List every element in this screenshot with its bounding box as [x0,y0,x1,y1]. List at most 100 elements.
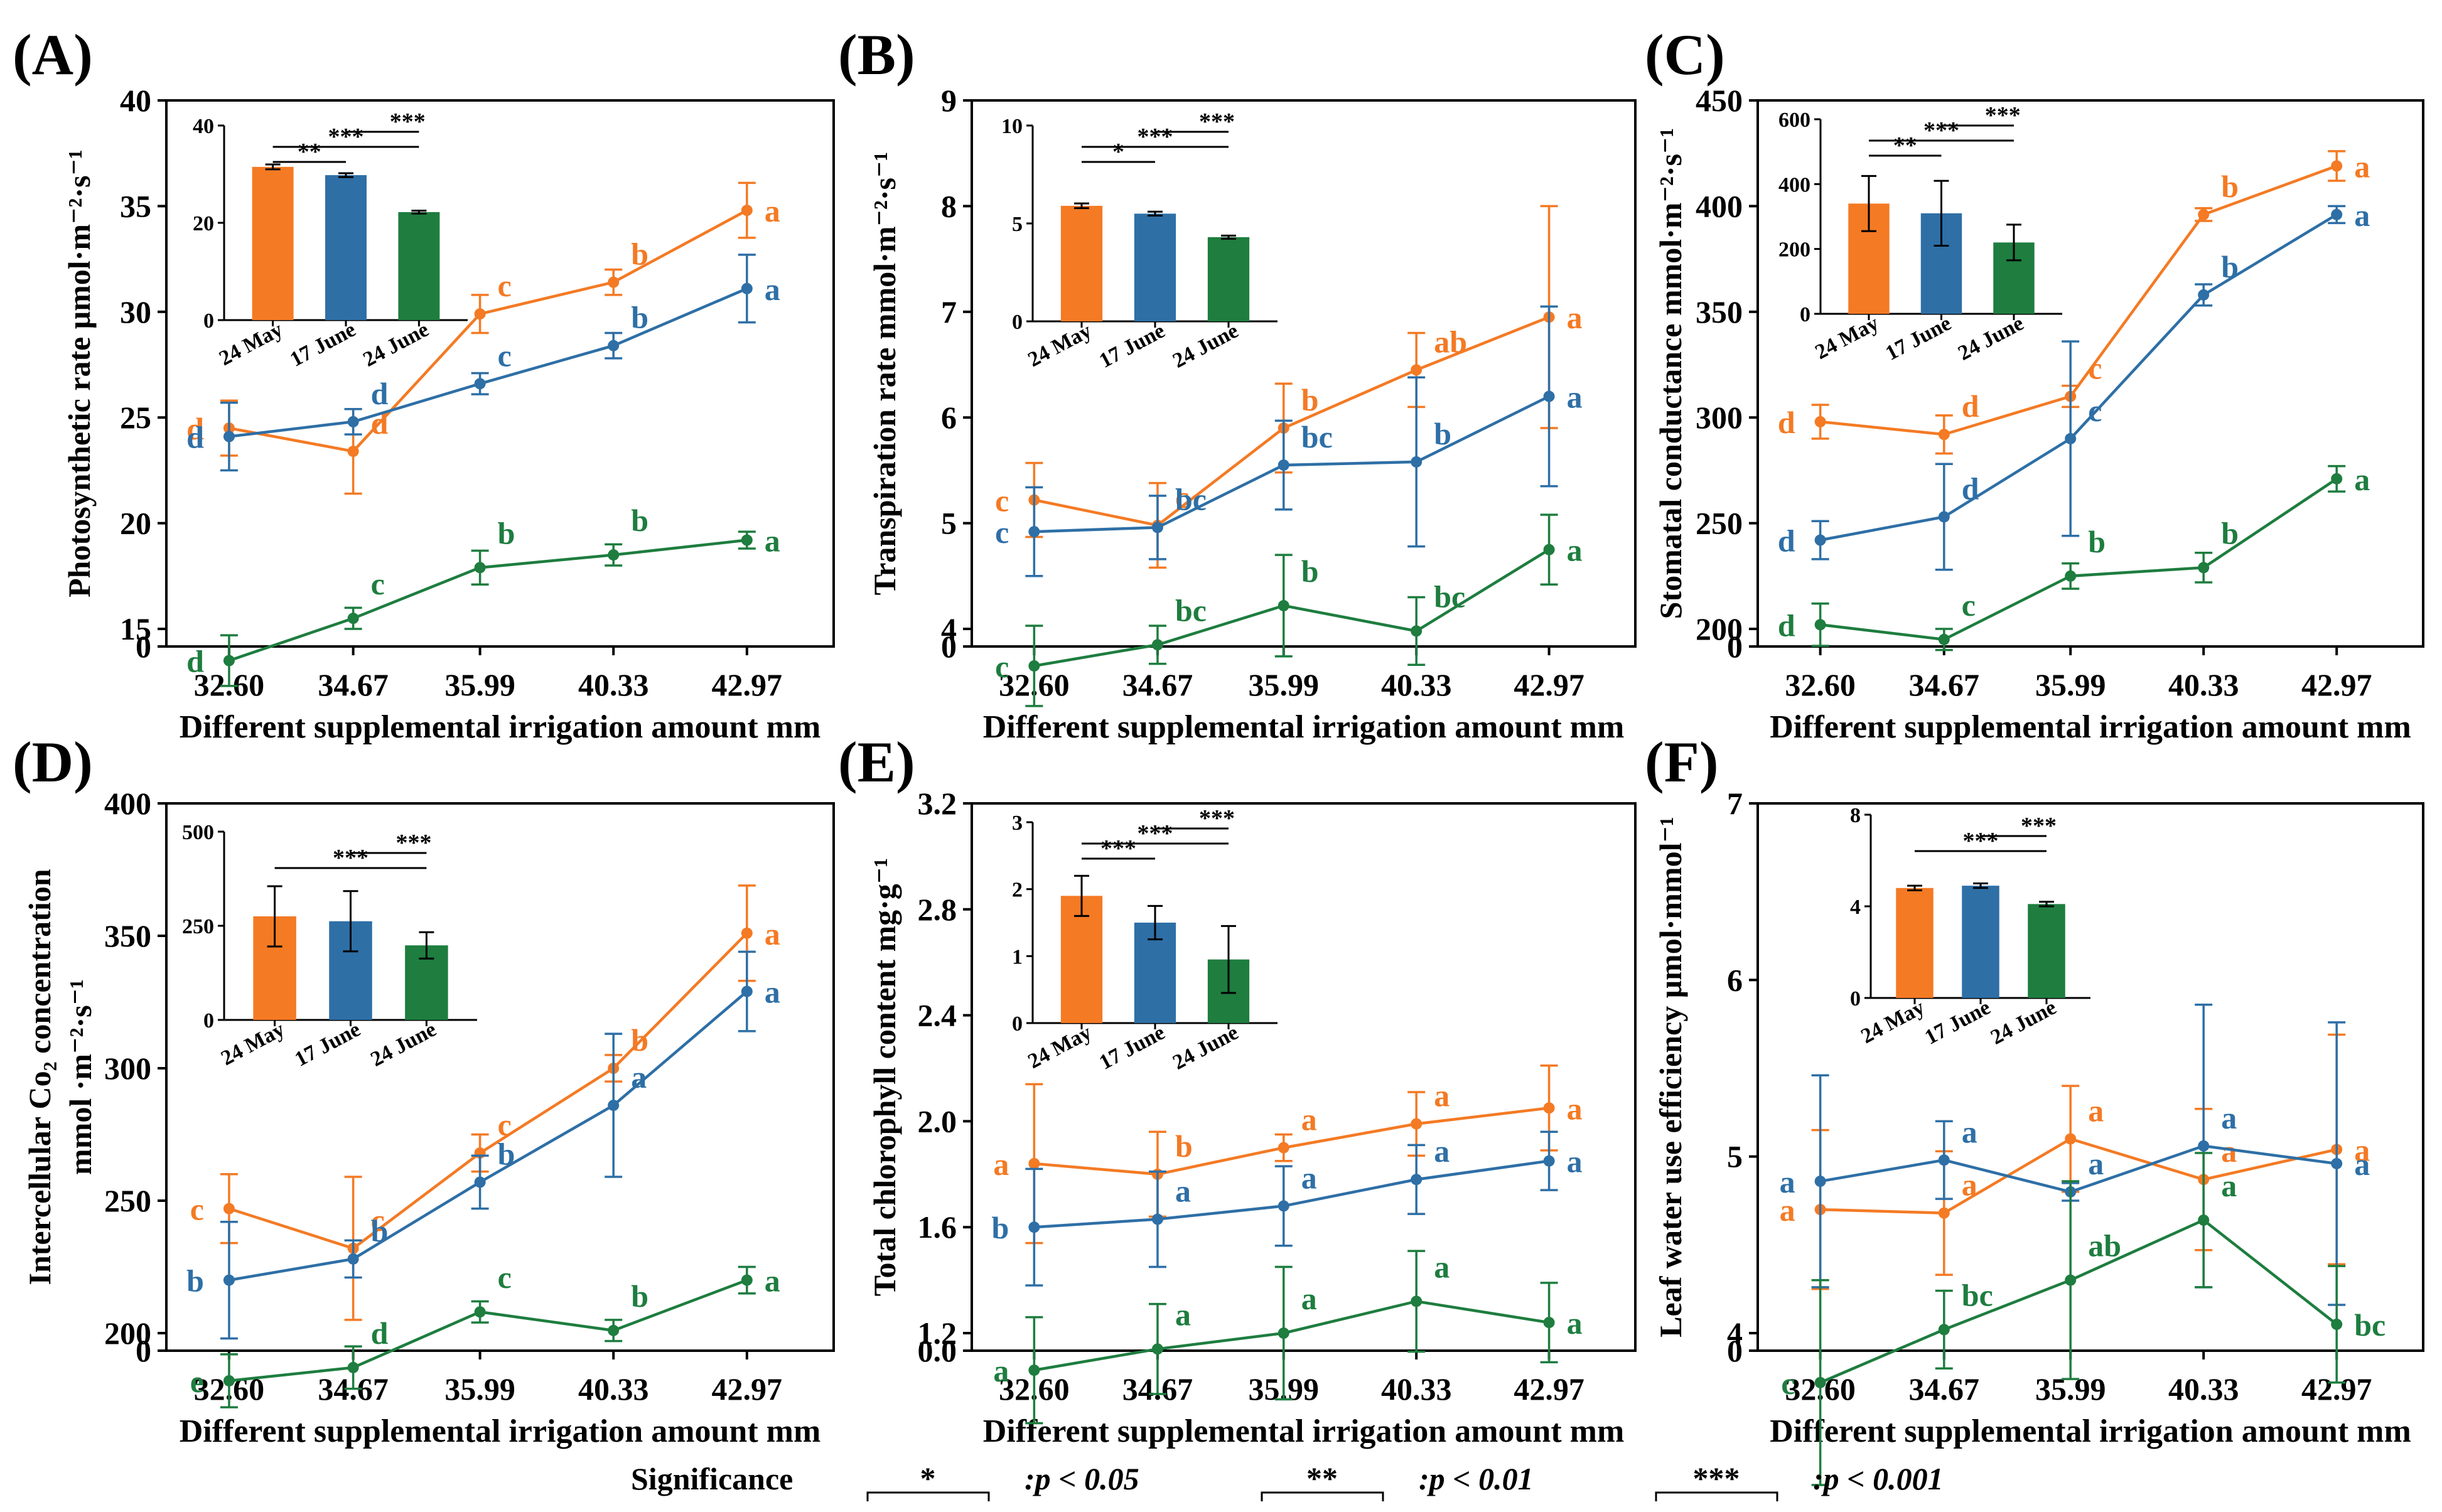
significance-stars: * [1112,139,1124,165]
inset-y-tick-label: 500 [182,821,214,844]
y-tick-label: 9 [941,83,957,118]
x-axis-title: Different supplemental irrigation amount… [180,709,821,745]
significance-letter: b [2221,249,2239,284]
significance-stars: *** [1199,805,1235,832]
inset-y-tick-label: 400 [1778,173,1810,196]
significance-letter: a [2354,462,2370,497]
significance-stars: *** [390,109,426,135]
data-point [1938,1207,1950,1219]
series-17-june: ba aa a [992,1130,1583,1287]
significance-letter: a [765,523,780,559]
data-point [1028,1157,1040,1169]
significance-letter: c [498,1107,512,1142]
significance-letter: e [190,1364,204,1399]
panel-d: (D)020025030035040032.6034.6735.9940.334… [13,730,835,1449]
panel-label: (B) [838,23,915,87]
series-line [1820,1137,2337,1214]
data-point [1814,619,1826,631]
y-tick-label: 0.0 [918,1333,957,1368]
x-axis-title: Different supplemental irrigation amount… [180,1413,821,1449]
data-point [1151,639,1163,651]
y-tick-label: 4 [1727,1316,1743,1351]
inset-x-tick-label: 24 May [1025,1021,1095,1073]
inset-y-tick-label: 0 [203,309,214,333]
significance-letter: c [371,1203,385,1238]
data-point [1814,1376,1826,1388]
data-point [223,1375,235,1386]
y-tick-label: 15 [120,611,151,646]
y-axis-label-line2: mmol ·m⁻²·s⁻¹ [63,979,98,1175]
data-point [1277,599,1289,611]
data-point [2331,473,2343,485]
significance-letter: a [1175,1174,1191,1209]
significance-letter: a [2354,149,2370,184]
y-tick-label: 300 [104,1051,151,1086]
series-line [1820,213,2338,542]
inset-x-tick-label: 24 June [1169,319,1242,372]
significance-letter: a [993,1147,1009,1182]
y-tick-label: 2.4 [918,998,957,1033]
series-24-june: d c b b a [1778,462,2370,651]
data-point [608,1100,620,1112]
legend-marker-3: *** [1693,1461,1740,1496]
significance-letter: a [2354,198,2370,233]
inset-x-tick-label: 24 June [1954,311,2028,365]
data-point [474,562,486,574]
y-tick-label: 30 [120,294,151,330]
y-tick-label: 7 [1727,786,1743,821]
inset-y-tick-label: 40 [193,115,214,138]
significance-letter: a [765,916,780,952]
significance-letter: b [1175,1129,1193,1164]
significance-letter: d [1778,608,1795,643]
data-point [1938,511,1950,523]
significance-stars: ** [298,139,321,165]
data-point [1277,1327,1289,1339]
significance-letter: a [2221,1100,2237,1135]
y-tick-label: 5 [941,506,957,541]
significance-letter: c [371,566,385,601]
inset-y-tick-label: 10 [1001,115,1023,138]
data-point [347,1253,359,1265]
y-tick-label: 2.0 [918,1103,957,1139]
significance-letter: b [2088,524,2106,559]
data-point [2198,289,2210,301]
data-point [223,1203,235,1214]
inset-y-tick-label: 4 [1850,896,1861,919]
significance-letter: c [190,1192,204,1227]
y-tick-label: 200 [1696,611,1743,646]
inset-x-tick-label: 24 June [367,1017,441,1071]
data-point [2331,208,2343,220]
x-tick-label: 40.33 [1381,1371,1452,1407]
y-tick-label: 8 [941,188,957,223]
significance-letter: c [1962,587,1976,623]
inset-x-tick-label: 24 May [215,318,286,370]
significance-letter: b [186,1263,204,1299]
significance-stars: *** [2021,813,2057,839]
data-point [1028,1365,1040,1376]
legend-bracket-1 [866,1491,990,1501]
data-point [2198,562,2210,574]
significance-letter: b [1301,382,1319,417]
significance-letter: b [631,1022,648,1058]
x-tick-label: 40.33 [2168,667,2239,702]
x-tick-label: 34.67 [1909,1371,1980,1407]
inset-bar [252,166,294,320]
y-tick-label: 0 [1727,629,1743,664]
significance-letter: c [995,483,1009,518]
significance-letter: b [498,1136,515,1171]
data-point [1938,1324,1950,1336]
panel-label: (C) [1645,23,1725,87]
data-point [223,1274,235,1286]
significance-letter: b [2221,169,2239,204]
y-axis-label: Total chlorophyll content mg·g⁻¹ [867,858,902,1296]
x-tick-label: 32.60 [1785,667,1856,702]
data-point [347,416,359,427]
inset-y-tick-label: 0 [1012,1012,1023,1036]
x-axis-title: Different supplemental irrigation amount… [1770,709,2411,745]
